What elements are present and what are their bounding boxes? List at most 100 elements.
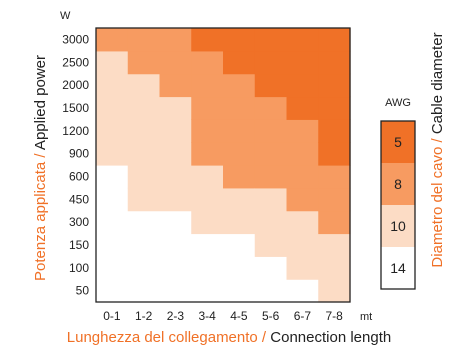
x-axis-title: Lunghezza del collegamento / Connection …	[67, 329, 391, 346]
heatmap-cell-4-5-1500	[223, 96, 256, 120]
x-tick-label: 2-3	[167, 309, 185, 323]
heatmap-cell-2-3-100	[159, 256, 192, 280]
legend-axis-title-en: Cable diameter	[429, 32, 446, 134]
heatmap-cell-0-1-1200	[96, 119, 129, 143]
x-tick-label: 0-1	[103, 309, 121, 323]
heatmap-cell-7-8-1200	[318, 119, 351, 143]
heatmap-cell-7-8-600	[318, 165, 351, 189]
heatmap-cell-5-6-3000	[254, 28, 288, 52]
heatmap-cell-4-5-900	[223, 142, 256, 166]
heatmap-cell-5-6-2500	[254, 50, 288, 75]
heatmap-cell-5-6-150	[254, 233, 288, 257]
heatmap-cell-2-3-1200	[159, 119, 192, 143]
heatmap-cell-6-7-1200	[286, 119, 319, 143]
legend-swatch-awg-10	[381, 205, 415, 247]
heatmap-cell-2-3-2000	[159, 73, 192, 98]
heatmap-cell-4-5-3000	[223, 28, 256, 52]
heatmap-cell-4-5-50	[223, 279, 256, 303]
heatmap-cell-7-8-1500	[318, 96, 351, 120]
y-tick-label: 2500	[62, 55, 89, 69]
x-axis-title-it: Lunghezza del collegamento	[67, 329, 258, 346]
heatmap-cell-2-3-50	[159, 279, 192, 303]
heatmap-cell-6-7-150	[286, 233, 319, 257]
y-tick-label: 3000	[62, 32, 89, 46]
plot-border	[95, 27, 351, 303]
x-axis-title-sep: /	[258, 329, 271, 346]
y-tick-label: 50	[76, 284, 90, 298]
y-tick-label: 1200	[62, 124, 89, 138]
legend-swatch-awg-5	[381, 121, 415, 163]
heatmap-cell-5-6-450	[254, 187, 288, 212]
legend-axis-title-it: Diametro del cavo	[429, 147, 446, 268]
y-unit-label: W	[60, 10, 71, 22]
heatmap-cell-7-8-50	[318, 279, 351, 303]
heatmap-cell-2-3-2500	[159, 50, 192, 75]
heatmap-cell-6-7-100	[286, 256, 319, 280]
heatmap-cell-1-2-300	[127, 210, 161, 235]
heatmap-cell-5-6-900	[254, 142, 288, 166]
x-tick-label: 4-5	[230, 309, 248, 323]
heatmap-cell-3-4-1200	[191, 119, 224, 143]
heatmap-cell-6-7-600	[286, 165, 319, 189]
x-tick-labels: 0-1 1-2 2-3 3-4 4-5 5-6 6-7 7-8	[103, 309, 343, 323]
legend-label-awg-10: 10	[390, 218, 406, 234]
y-tick-label: 100	[69, 261, 89, 275]
heatmap-cell-3-4-2500	[191, 50, 224, 75]
legend-label-awg-14: 14	[390, 260, 406, 276]
heatmap-cell-4-5-300	[223, 210, 256, 235]
y-axis-title-sep: /	[32, 150, 49, 162]
heatmap-cell-4-5-100	[223, 256, 256, 280]
y-tick-label: 1500	[62, 101, 89, 115]
heatmap-cell-0-1-900	[96, 142, 129, 166]
legend-swatch-awg-8	[381, 163, 415, 205]
heatmap-cell-1-2-900	[127, 142, 161, 166]
legend-label-awg-5: 5	[394, 134, 402, 150]
y-tick-label: 2000	[62, 78, 89, 92]
legend-label-awg-8: 8	[394, 176, 402, 192]
heatmap-cell-2-3-150	[159, 233, 192, 257]
heatmap-cell-2-3-1500	[159, 96, 192, 120]
heatmap-cell-2-3-450	[159, 187, 192, 212]
heatmap-cell-0-1-150	[96, 233, 129, 257]
heatmap-cell-3-4-450	[191, 187, 224, 212]
y-tick-label: 150	[69, 238, 89, 252]
legend-axis-title-sep: /	[429, 134, 446, 147]
legend-swatch-awg-14	[381, 247, 415, 289]
heatmap-cell-6-7-300	[286, 210, 319, 235]
heatmap-cell-5-6-1200	[254, 119, 288, 143]
heatmap-cell-3-4-3000	[191, 28, 224, 52]
heatmap-cell-6-7-1500	[286, 96, 319, 120]
legend-border	[380, 120, 416, 290]
heatmap-cell-0-1-600	[96, 165, 129, 189]
heatmap-cell-1-2-2500	[127, 50, 161, 75]
heatmap-cell-1-2-600	[127, 165, 161, 189]
heatmap-cell-4-5-1200	[223, 119, 256, 143]
heatmap-cell-0-1-2000	[96, 73, 129, 98]
x-tick-label: 1-2	[135, 309, 153, 323]
heatmap-cell-1-2-50	[127, 279, 161, 303]
heatmap-cell-7-8-3000	[318, 28, 351, 52]
heatmap-cell-7-8-100	[318, 256, 351, 280]
heatmap-cell-1-2-3000	[127, 28, 161, 52]
heatmap-cell-6-7-450	[286, 187, 319, 212]
heatmap-cell-3-4-2000	[191, 73, 224, 98]
x-tick-label: 3-4	[198, 309, 216, 323]
heatmap-cell-3-4-150	[191, 233, 224, 257]
heatmap-cell-0-1-2500	[96, 50, 129, 75]
legend-title: AWG	[385, 97, 411, 109]
heatmap-cell-6-7-2500	[286, 50, 319, 75]
heatmap-cell-7-8-450	[318, 187, 351, 212]
y-tick-label: 900	[69, 147, 89, 161]
heatmap-cell-1-2-450	[127, 187, 161, 212]
heatmap-cell-7-8-900	[318, 142, 351, 166]
heatmap-cell-6-7-50	[286, 279, 319, 303]
heatmap-cell-4-5-2500	[223, 50, 256, 75]
heatmap-cell-4-5-450	[223, 187, 256, 212]
heatmap-cell-7-8-150	[318, 233, 351, 257]
heatmap-cell-0-1-450	[96, 187, 129, 212]
y-axis-title: Potenza applicata / Applied power	[32, 55, 49, 281]
heatmap-cell-3-4-300	[191, 210, 224, 235]
heatmap-cell-0-1-300	[96, 210, 129, 235]
y-tick-label: 600	[69, 169, 89, 183]
